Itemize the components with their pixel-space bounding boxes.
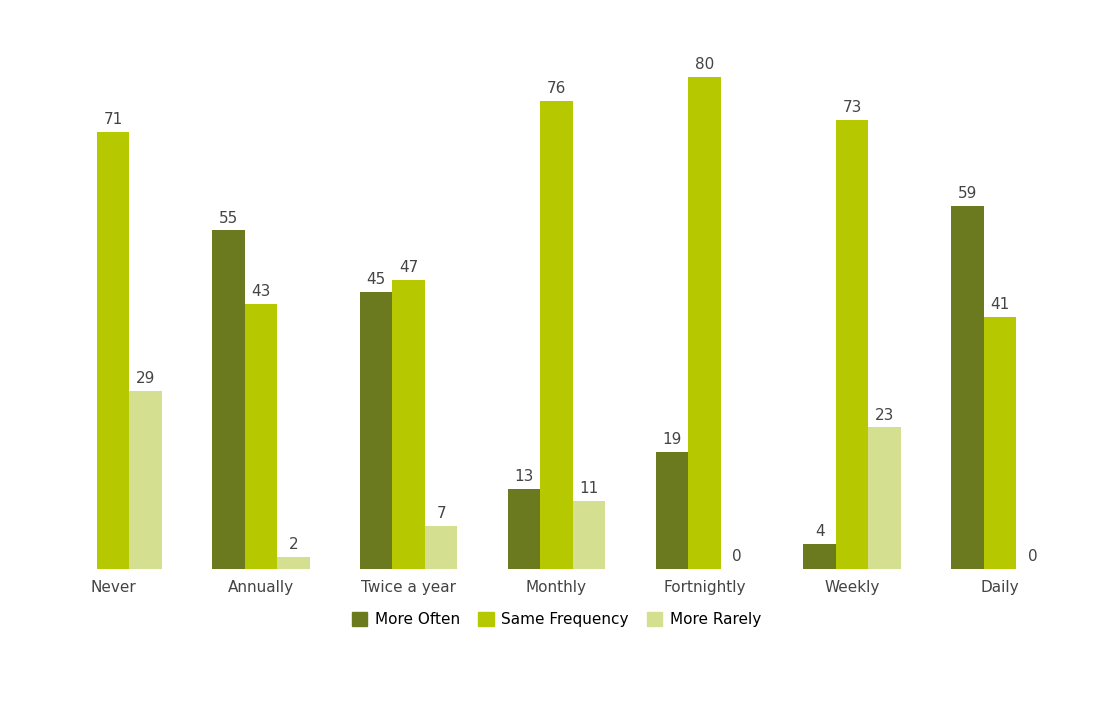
Bar — [804, 544, 836, 569]
Bar — [129, 390, 161, 569]
Text: 71: 71 — [104, 112, 122, 127]
Text: 29: 29 — [136, 370, 155, 385]
Bar — [425, 526, 457, 569]
Bar — [688, 77, 720, 569]
Bar — [656, 452, 688, 569]
Bar — [868, 427, 900, 569]
Text: 55: 55 — [218, 210, 238, 226]
Bar — [836, 120, 868, 569]
Legend: More Often, Same Frequency, More Rarely: More Often, Same Frequency, More Rarely — [346, 606, 767, 633]
Bar — [984, 316, 1016, 569]
Bar — [359, 292, 393, 569]
Bar — [277, 557, 309, 569]
Text: 11: 11 — [580, 482, 599, 496]
Text: 59: 59 — [958, 186, 977, 201]
Text: 7: 7 — [436, 506, 446, 521]
Text: 2: 2 — [288, 537, 298, 552]
Bar — [573, 501, 605, 569]
Text: 41: 41 — [991, 297, 1009, 311]
Bar — [97, 132, 129, 569]
Text: 73: 73 — [843, 100, 861, 115]
Text: 76: 76 — [546, 82, 567, 96]
Text: 0: 0 — [1027, 549, 1037, 564]
Bar — [952, 206, 984, 569]
Text: 19: 19 — [662, 432, 681, 447]
Bar — [540, 101, 573, 569]
Text: 23: 23 — [875, 408, 895, 423]
Text: 0: 0 — [732, 549, 741, 564]
Bar — [213, 231, 245, 569]
Bar — [245, 304, 277, 569]
Text: 80: 80 — [695, 57, 713, 72]
Bar — [508, 489, 540, 569]
Bar — [393, 280, 425, 569]
Text: 47: 47 — [400, 260, 418, 275]
Text: 43: 43 — [252, 285, 270, 299]
Text: 13: 13 — [514, 469, 533, 484]
Text: 4: 4 — [815, 524, 825, 539]
Text: 45: 45 — [366, 272, 386, 287]
